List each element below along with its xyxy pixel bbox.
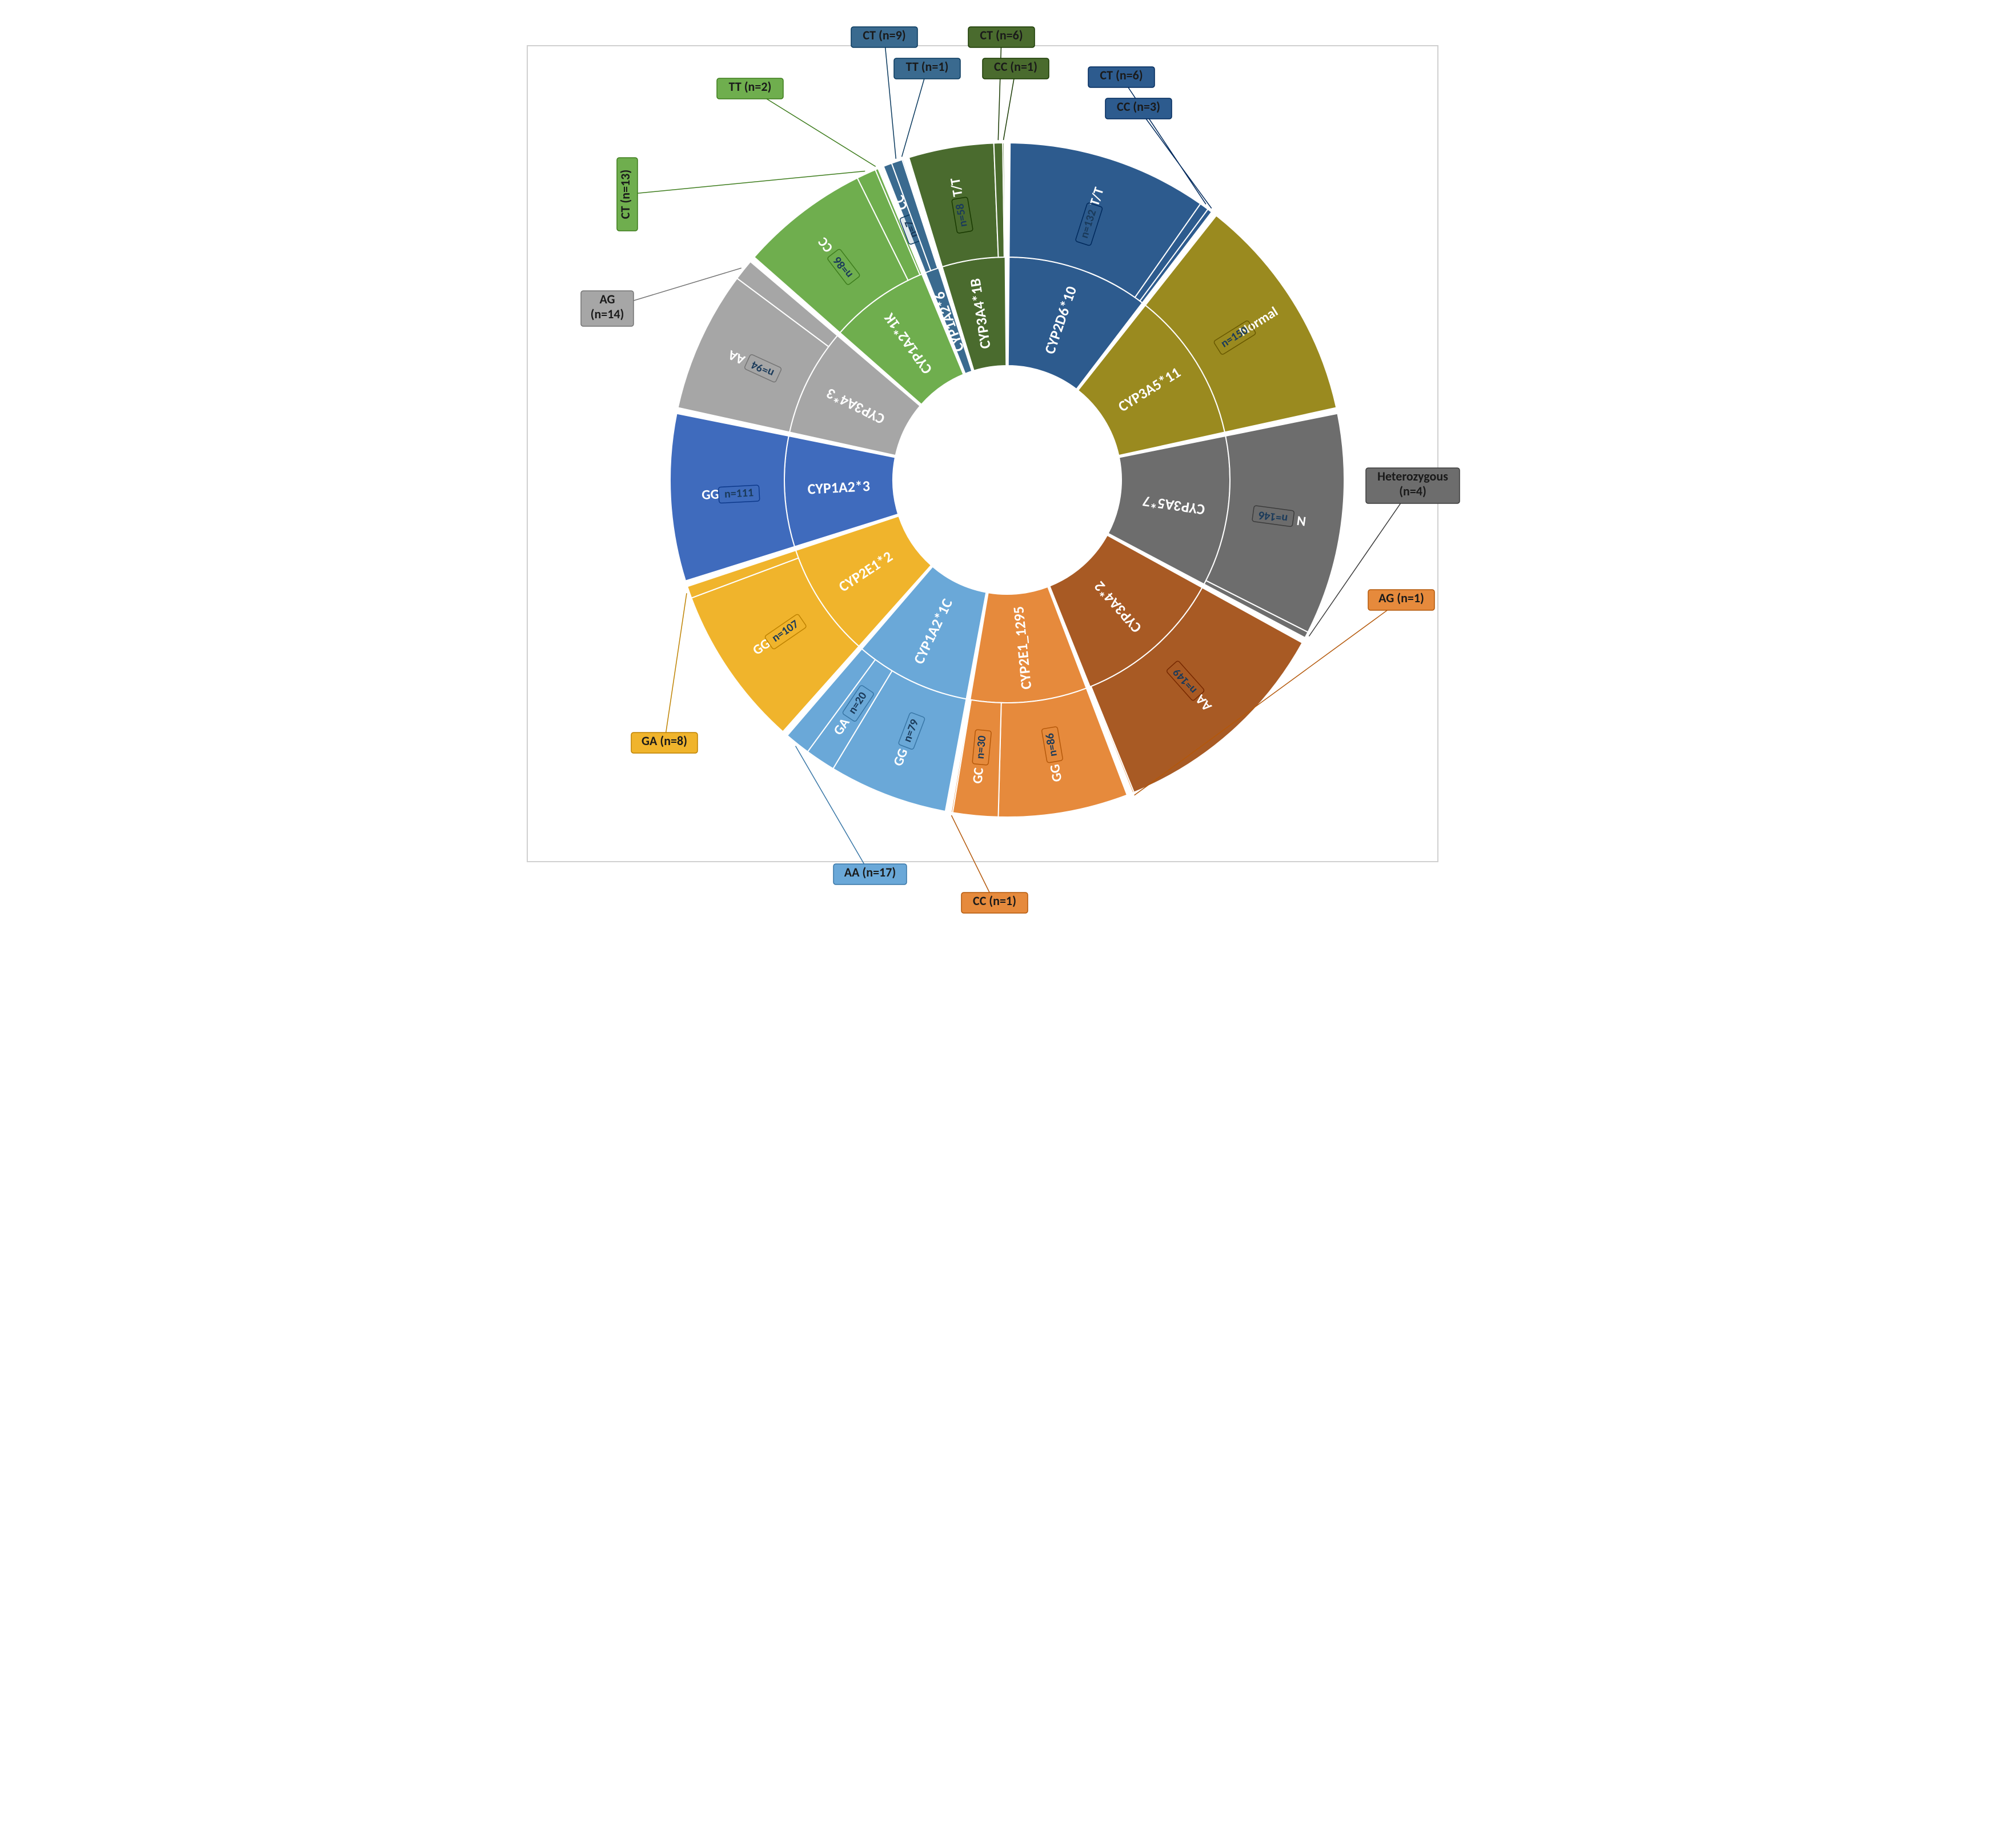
callout-line-CYP1A2*1K-CT bbox=[627, 171, 865, 194]
callout-CYP3A4*1B-CC: CC (n=1) bbox=[983, 58, 1049, 79]
svg-text:CT (n=13): CT (n=13) bbox=[618, 170, 633, 219]
callout-CYP2D6*10-CC: CC (n=3) bbox=[1105, 98, 1172, 119]
callout-CYP2E1_1295-CC: CC (n=1) bbox=[961, 893, 1028, 913]
callout-CYP3A4*1B-CT: CT (n=6) bbox=[968, 27, 1035, 47]
svg-text:GA (n=8): GA (n=8) bbox=[642, 733, 687, 749]
callout-CYP3A4*2-AG: AG (n=1) bbox=[1368, 590, 1434, 610]
sunburst-chart: CYP2D6*10T/Tn=132CYP3A5*11Normaln=150CYP… bbox=[504, 11, 1512, 930]
seg-label-CYP2E1_1295-GC: GC bbox=[969, 767, 987, 785]
svg-text:AG: AG bbox=[599, 291, 615, 307]
callout-line-CYP2E1_1295-CC bbox=[951, 815, 995, 903]
seg-label-CYP1A2*3-GG: GG bbox=[701, 486, 719, 503]
n-box-CYP2E1_1295-GC: n=30 bbox=[972, 730, 991, 765]
callout-CYP3A5*7-Heterozygous: Heterozygous(n=4) bbox=[1366, 468, 1460, 503]
callout-line-CYP3A4*1B-CC bbox=[1003, 69, 1016, 140]
callout-CYP2D6*10-CT: CT (n=6) bbox=[1088, 67, 1155, 87]
callout-CYP1A2*1K-CT: CT (n=13) bbox=[617, 158, 638, 231]
callout-line-CYP2E1*2-GA bbox=[664, 593, 687, 743]
callout-CYP2E1*2-GA: GA (n=8) bbox=[631, 733, 698, 753]
callout-line-CYP3A4*1B-CT bbox=[998, 37, 1001, 140]
gene-label-CYP1A2*3: CYP1A2*3 bbox=[807, 477, 870, 498]
svg-text:CT (n=9): CT (n=9) bbox=[863, 27, 905, 43]
svg-text:CT (n=6): CT (n=6) bbox=[980, 27, 1023, 43]
callout-line-CYP1A2*6-TT bbox=[901, 69, 927, 157]
svg-text:AG (n=1): AG (n=1) bbox=[1378, 590, 1424, 606]
svg-text:TT (n=2): TT (n=2) bbox=[728, 79, 771, 94]
svg-text:TT (n=1): TT (n=1) bbox=[905, 59, 948, 74]
callout-line-CYP1A2*1K-TT bbox=[750, 89, 876, 166]
svg-text:Heterozygous: Heterozygous bbox=[1377, 469, 1448, 484]
seg-label-CYP2E1_1295-GG: GG bbox=[1046, 763, 1065, 783]
callout-CYP1A2*1K-TT: TT (n=2) bbox=[717, 78, 783, 99]
svg-text:(n=4): (n=4) bbox=[1399, 483, 1426, 499]
callout-CYP1A2*1C-AA: AA (n=17) bbox=[833, 864, 907, 885]
n-box-CYP1A2*3-GG: n=111 bbox=[718, 485, 759, 503]
svg-text:AA (n=17): AA (n=17) bbox=[844, 865, 895, 880]
svg-text:(n=14): (n=14) bbox=[590, 306, 624, 322]
svg-text:n=111: n=111 bbox=[724, 486, 754, 501]
svg-text:CC (n=1): CC (n=1) bbox=[994, 59, 1037, 74]
callout-CYP3A4*3-AG: AG(n=14) bbox=[581, 291, 634, 326]
svg-text:n=30: n=30 bbox=[973, 735, 989, 759]
callout-CYP1A2*6-CT: CT (n=9) bbox=[851, 27, 917, 47]
svg-text:CC (n=3): CC (n=3) bbox=[1117, 99, 1160, 114]
callout-line-CYP1A2*6-CT bbox=[884, 37, 896, 159]
callout-CYP1A2*6-TT: TT (n=1) bbox=[894, 58, 960, 79]
svg-text:CC (n=1): CC (n=1) bbox=[973, 893, 1016, 909]
seg-label-CYP3A4*1B-T/T: T/T bbox=[947, 177, 966, 198]
svg-text:CT (n=6): CT (n=6) bbox=[1100, 67, 1143, 83]
